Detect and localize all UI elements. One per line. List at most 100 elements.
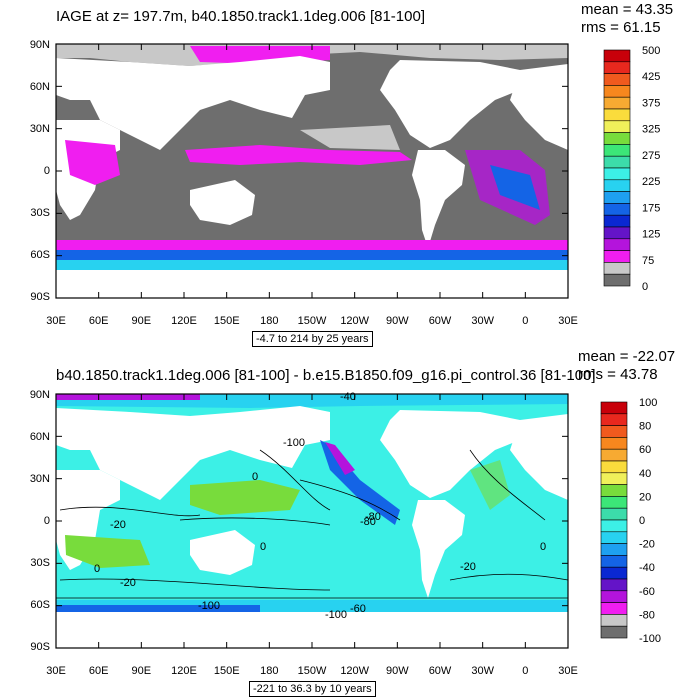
lon-label: 90W [386, 665, 409, 677]
difference-panel: b40.1850.track1.1deg.006 [81-100] - b.e1… [0, 348, 700, 700]
colorbar-label: 20 [639, 491, 651, 503]
colorbar-swatch [603, 61, 631, 74]
colorbar-swatch [600, 448, 628, 462]
colorbar-label: 375 [642, 97, 660, 109]
colorbar-label: 0 [639, 515, 645, 527]
lat-labels: 90N 60N 30N 0 30S 60S 90S [30, 39, 50, 303]
pacific-green-field [190, 480, 300, 515]
lat-label-90n: 90N [30, 39, 50, 51]
lon-label: 150W [298, 665, 327, 677]
colorbar-label: 225 [642, 176, 660, 188]
colorbar-swatch [603, 167, 631, 181]
land-antarctica [56, 270, 568, 298]
lat-label-30s: 30S [30, 557, 50, 569]
contour-range-label: -221 to 36.3 by 10 years [249, 681, 376, 697]
colorbar-label: -20 [639, 539, 655, 551]
colorbar-swatch [603, 250, 631, 263]
contour-label: -100 [283, 437, 305, 449]
colorbar-label: 275 [642, 150, 660, 162]
colorbar-swatch [600, 566, 628, 580]
contour-label: 0 [260, 541, 266, 553]
colorbar-swatch [600, 614, 628, 627]
land-australia [190, 530, 255, 575]
contour-label: -60 [350, 603, 366, 615]
colorbar-swatch [603, 155, 631, 169]
colorbar-swatch [603, 179, 631, 192]
lat-label-30n: 30N [30, 473, 50, 485]
land-south-america [412, 500, 465, 598]
colorbar-swatch [600, 578, 628, 592]
contour-label: -80 [360, 516, 376, 528]
colorbar-label: 100 [639, 397, 657, 409]
colorbar-swatch [600, 625, 628, 639]
land-north-america [380, 60, 520, 148]
contour-line [179, 517, 331, 526]
arctic-purple-field [56, 394, 200, 400]
colorbar-label: -40 [639, 562, 655, 574]
lat-label-90s: 90S [30, 291, 50, 303]
colorbar-swatch [603, 273, 631, 287]
colorbar-swatch [600, 496, 628, 509]
contour-line [259, 449, 331, 511]
contour-lines [56, 449, 569, 599]
colorbar-swatch [603, 85, 631, 98]
colorbar-swatch [600, 413, 628, 426]
land-australia [190, 180, 255, 225]
colorbar-swatch [600, 460, 628, 474]
contour-label: -20 [120, 577, 136, 589]
lon-label: 60E [89, 665, 109, 677]
atlantic-green-field [470, 460, 510, 510]
land-north-america [380, 410, 520, 498]
lon-label: 30E [46, 315, 66, 327]
colorbar-swatch [600, 507, 628, 521]
lat-label-90n: 90N [30, 389, 50, 401]
lat-label-30s: 30S [30, 207, 50, 219]
colorbar: 100 80 60 40 20 0 -20 -40 -60 -80 -100 [600, 397, 661, 645]
land-europe [510, 64, 568, 150]
contour-line [299, 479, 401, 521]
lon-label: 0 [522, 665, 528, 677]
axis-ticks [55, 43, 569, 299]
mean-value: mean = -22.07 [578, 348, 676, 365]
colorbar-swatch [603, 191, 631, 204]
contour-line [59, 506, 201, 517]
colorbar-swatch [600, 437, 628, 450]
colorbar-swatch [603, 214, 631, 228]
land-south-america [412, 150, 465, 248]
colorbar-label: -60 [639, 586, 655, 598]
indian-magenta-field [65, 140, 120, 185]
colorbar-swatch [600, 401, 628, 415]
panel-title: b40.1850.track1.1deg.006 [81-100] - b.e1… [56, 367, 596, 384]
contour-label: -40 [340, 391, 356, 403]
lon-label: 60W [429, 665, 452, 677]
lon-label: 60W [429, 315, 452, 327]
iage-panel: IAGE at z= 197.7m, b40.1850.track1.1deg.… [30, 1, 674, 347]
colorbar-label: 40 [639, 468, 651, 480]
lon-label: 60E [89, 315, 109, 327]
colorbar-swatch [600, 590, 628, 603]
southern-blue-band [56, 605, 260, 612]
colorbar-swatch [600, 531, 628, 544]
panel-title: IAGE at z= 197.7m, b40.1850.track1.1deg.… [56, 8, 426, 25]
colorbar-swatch [600, 543, 628, 556]
colorbar-swatch [600, 602, 628, 615]
lon-label: 90E [132, 315, 152, 327]
lat-label-eq: 0 [44, 515, 50, 527]
lon-labels: 30E 60E 90E 120E 150E 180 150W 120W 90W … [46, 315, 578, 327]
southern-blue-band [56, 250, 568, 262]
contour-line [469, 449, 546, 521]
difference-map: -40 -100 0 -20 0 -20 0 -80 -100 -100 -60… [30, 389, 661, 677]
rms-value: rms = 61.15 [581, 19, 661, 36]
southern-magenta-band [56, 240, 568, 252]
contour-label: 0 [540, 541, 546, 553]
lat-label-60n: 60N [30, 431, 50, 443]
lat-label-60n: 60N [30, 81, 50, 93]
lat-label-60s: 60S [30, 599, 50, 611]
lat-label-30n: 30N [30, 123, 50, 135]
colorbar-swatch [600, 519, 628, 533]
mean-value: mean = 43.35 [581, 1, 674, 18]
contour-label: 0 [94, 563, 100, 575]
lat-label-eq: 0 [44, 165, 50, 177]
lon-label: 180 [260, 315, 278, 327]
colorbar-swatch [600, 425, 628, 438]
